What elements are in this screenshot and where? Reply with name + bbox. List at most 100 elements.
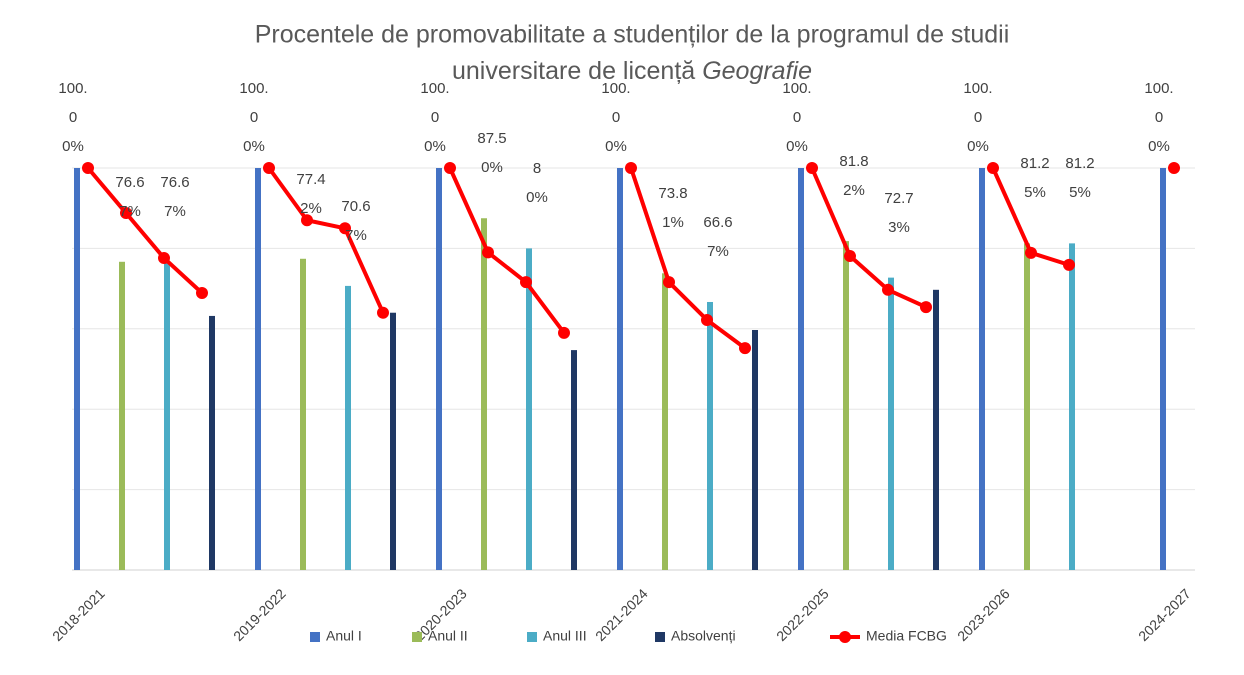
data-label: 100.00% (782, 80, 812, 155)
legend-label: Media FCBG (866, 628, 947, 644)
line-marker (701, 313, 713, 326)
line-marker (301, 214, 313, 227)
data-label-box: 87.50% (477, 130, 507, 177)
data-label-box: 100.00% (963, 80, 992, 155)
bar (209, 315, 215, 570)
line-marker (1025, 246, 1037, 259)
data-label: 100.00% (1144, 80, 1174, 155)
data-label-box: 100.00% (1144, 80, 1174, 155)
data-label-box: 100.00% (58, 80, 88, 155)
data-label: 81.82% (839, 153, 869, 200)
line-marker (663, 276, 675, 289)
data-label-box: 100.00% (420, 80, 450, 155)
line-marker (158, 252, 170, 265)
bar (617, 168, 623, 570)
legend-swatch (412, 632, 422, 642)
bar (436, 168, 442, 570)
line-marker (444, 162, 456, 174)
line-marker (120, 207, 132, 220)
bar (119, 261, 125, 570)
data-label: 81.25% (1065, 155, 1095, 202)
data-label-box: 77.42% (296, 170, 326, 217)
data-label: 100.00% (58, 80, 88, 155)
line-marker (558, 326, 570, 339)
data-label-box: 81.82% (839, 153, 869, 200)
line-marker (1168, 162, 1180, 174)
bar (707, 301, 713, 570)
data-label-box: 80% (526, 160, 548, 207)
bar (1024, 243, 1030, 570)
data-label: 100.00% (420, 80, 450, 155)
bar (345, 285, 351, 570)
data-label-box: 76.67% (115, 173, 145, 220)
bar (1160, 168, 1166, 570)
data-label: 80% (526, 160, 548, 207)
bar (843, 241, 849, 570)
data-label-box: 81.25% (1020, 155, 1050, 202)
data-label: 81.25% (1020, 155, 1050, 202)
bar (1069, 243, 1075, 570)
line-marker (806, 162, 818, 174)
legend-marker (839, 631, 851, 643)
x-tick-label: 2022-2025 (773, 585, 832, 644)
data-label-box: 100.00% (782, 80, 812, 155)
line-marker (882, 283, 894, 296)
line-series (629, 167, 747, 350)
data-label: 70.67% (341, 197, 371, 244)
bar (933, 289, 939, 570)
bar (255, 168, 261, 570)
line-series (267, 166, 385, 314)
line-marker (844, 250, 856, 263)
x-tick-label: 2021-2024 (592, 585, 651, 644)
line-marker (263, 162, 275, 174)
data-label-box: 100.00% (239, 80, 269, 155)
line-marker (339, 222, 351, 235)
data-label-box: 81.25% (1065, 155, 1095, 202)
line-marker (196, 287, 208, 300)
bar (481, 218, 487, 570)
x-tick-label: 2019-2022 (230, 585, 289, 644)
data-label-box: 70.67% (341, 197, 371, 244)
bar (798, 168, 804, 570)
bar (571, 350, 577, 570)
data-label: 76.67% (160, 173, 190, 220)
legend-swatch (310, 632, 320, 642)
legend-swatch (527, 632, 537, 642)
data-label: 100.00% (239, 80, 269, 155)
data-label-box: 73.81% (658, 185, 687, 231)
data-label-box: 72.73% (884, 189, 914, 236)
x-tick-label: 2023-2026 (954, 585, 1013, 644)
line-series (86, 166, 204, 295)
line-marker (377, 306, 389, 319)
data-label-box: 66.67% (703, 214, 732, 260)
data-label: 87.50% (477, 130, 507, 177)
legend-label: Absolvenți (671, 628, 736, 644)
legend-label: Anul III (543, 628, 587, 644)
bar (888, 277, 894, 570)
data-label: 100.00% (601, 80, 631, 155)
legend-swatch (655, 632, 665, 642)
chart-title-part: universitare de licență (452, 57, 695, 85)
legend-label: Anul I (326, 628, 362, 644)
line-marker (739, 342, 751, 355)
data-label-box: 76.67% (160, 173, 190, 220)
legend-label: Anul II (428, 628, 468, 644)
line-marker (625, 162, 637, 174)
bar (752, 330, 758, 570)
line-marker (1063, 258, 1075, 271)
data-label: 72.73% (884, 189, 914, 236)
line-marker (520, 276, 532, 289)
chart-title: Procentele de promovabilitate a studenți… (255, 21, 1010, 49)
x-tick-label: 2018-2021 (49, 585, 108, 644)
chart-title-line2: universitare de licență Geografie (452, 57, 812, 85)
line-series (448, 167, 566, 335)
bar (74, 168, 80, 570)
data-label: 76.67% (115, 173, 145, 220)
bar (390, 312, 396, 570)
bar (300, 258, 306, 570)
bar (164, 261, 170, 570)
line-marker (920, 301, 932, 314)
bar (979, 168, 985, 570)
data-label: 77.42% (296, 170, 326, 217)
